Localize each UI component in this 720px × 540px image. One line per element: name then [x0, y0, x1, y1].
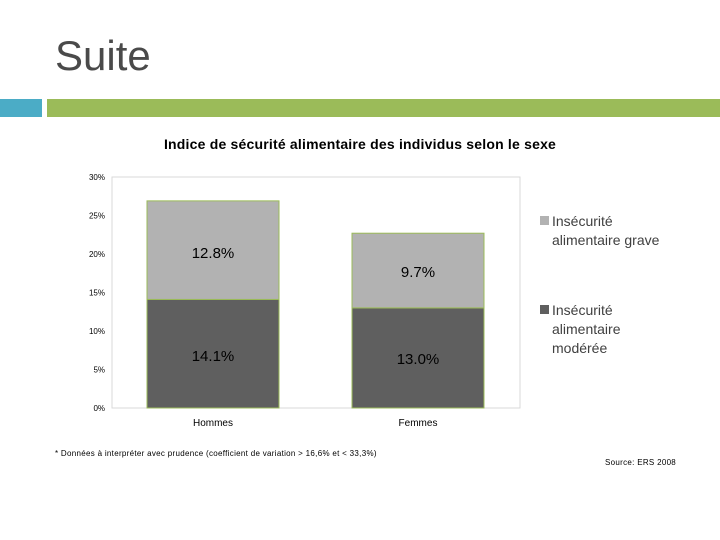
y-tick-label: 25% — [89, 212, 105, 221]
y-tick-label: 20% — [89, 250, 105, 259]
plot-area — [111, 176, 521, 409]
y-tick-label: 0% — [93, 404, 105, 413]
accent-bar-green — [47, 99, 720, 117]
bar-segment — [146, 298, 280, 409]
x-category-label: Femmes — [399, 418, 438, 429]
bar-segment — [351, 232, 485, 309]
x-category-label: Hommes — [193, 418, 233, 429]
y-tick-label: 10% — [89, 327, 105, 336]
chart-title: Indice de sécurité alimentaire des indiv… — [163, 136, 557, 152]
data-label: 9.7% — [401, 264, 435, 281]
data-label: 14.1% — [192, 348, 235, 365]
legend-swatch — [540, 216, 549, 225]
legend-label: Insécurité alimentaire grave — [552, 213, 660, 248]
footnote: * Données à interpréter avec prudence (c… — [55, 449, 377, 458]
y-tick-label: 5% — [93, 366, 105, 375]
source-note: Source: ERS 2008 — [605, 458, 677, 467]
data-label: 13.0% — [397, 351, 440, 368]
legend-swatch — [540, 305, 549, 314]
y-tick-label: 30% — [89, 173, 105, 182]
bar-segment — [351, 307, 485, 409]
data-label: 12.8% — [192, 245, 235, 262]
legend-label: Insécurité alimentaire modérée — [552, 302, 621, 356]
y-tick-label: 15% — [89, 289, 105, 298]
slide-title: Suite — [55, 32, 151, 79]
accent-bar-teal — [0, 99, 42, 117]
bar-segment — [146, 200, 280, 300]
